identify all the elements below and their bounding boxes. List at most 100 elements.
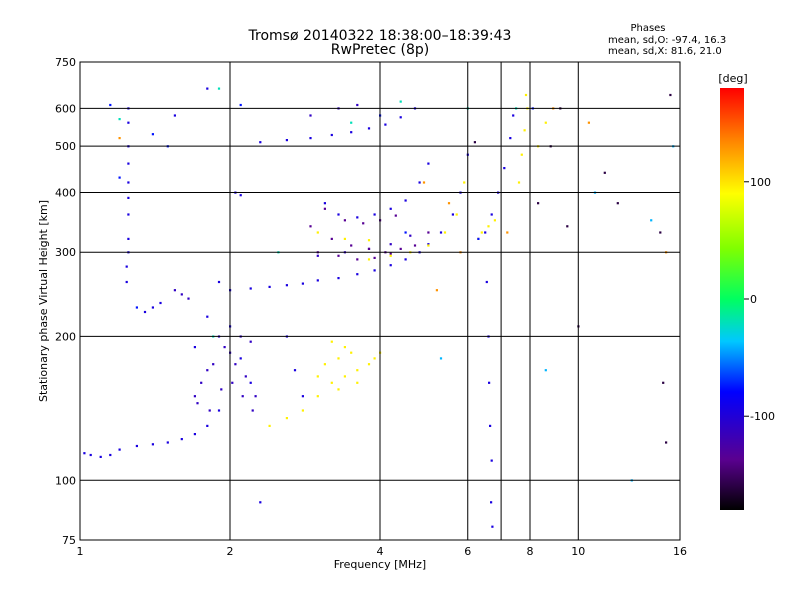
data-point (356, 258, 359, 261)
data-point (544, 121, 547, 124)
data-point (356, 216, 359, 219)
data-point (350, 131, 353, 134)
data-point (109, 103, 112, 107)
colorbar-ticks: 100 0 -100 (744, 176, 775, 423)
data-point (409, 234, 412, 237)
data-point (337, 357, 340, 360)
data-point (231, 381, 234, 384)
data-point (337, 254, 340, 257)
data-point (193, 433, 196, 436)
data-point (285, 417, 288, 420)
data-point (520, 153, 523, 156)
data-point (135, 444, 138, 448)
grid (79, 62, 681, 540)
data-point (251, 409, 254, 412)
data-point (127, 196, 130, 199)
data-point (399, 247, 402, 250)
data-point (616, 202, 619, 205)
data-point (268, 424, 271, 427)
colorbar-unit: [deg] (718, 72, 747, 85)
data-point (337, 213, 340, 216)
data-point (356, 273, 359, 276)
data-point (367, 258, 371, 261)
data-point (212, 363, 215, 366)
data-point (323, 207, 326, 210)
data-point (463, 181, 466, 184)
data-point (330, 133, 333, 137)
y-tick-label: 75 (62, 534, 76, 547)
data-point (234, 363, 237, 366)
data-point (389, 264, 392, 267)
data-point (524, 93, 528, 97)
data-point (389, 243, 392, 246)
data-point (316, 395, 319, 398)
data-point (343, 375, 346, 378)
data-point (220, 388, 223, 391)
data-point (244, 375, 247, 378)
data-point (127, 237, 130, 240)
data-point (455, 213, 458, 216)
data-point (330, 381, 333, 384)
data-point (316, 375, 319, 378)
data-point (404, 258, 407, 261)
data-point (665, 441, 668, 444)
data-point (206, 87, 209, 90)
data-point (127, 213, 130, 216)
y-tick-label: 600 (55, 102, 76, 115)
data-point (488, 381, 491, 384)
data-point (404, 199, 407, 202)
data-point (350, 244, 353, 247)
data-point (166, 441, 169, 444)
data-point (217, 87, 221, 90)
data-point (206, 369, 209, 372)
data-point (285, 284, 288, 287)
data-point (384, 123, 387, 126)
data-point (356, 103, 359, 107)
data-point (173, 114, 176, 117)
data-point (451, 213, 454, 216)
data-point (127, 181, 130, 184)
data-point (293, 369, 297, 372)
data-point (118, 137, 121, 140)
y-axis-label: Stationary phase Virtual Height [km] (37, 200, 50, 402)
y-tick-label: 200 (55, 330, 76, 343)
data-point (480, 231, 483, 234)
data-point (418, 181, 421, 184)
data-point (239, 103, 242, 107)
info-box: Phases mean, sd,O: -97.4, 16.3 mean, sd,… (608, 23, 726, 57)
data-point (343, 346, 346, 349)
y-tick-label: 100 (55, 474, 76, 487)
data-point (223, 346, 226, 349)
data-point (373, 269, 376, 272)
data-point (603, 171, 606, 174)
data-point (249, 381, 252, 384)
data-point (239, 194, 242, 197)
y-tick-label: 750 (55, 56, 76, 69)
x-axis-ticks: 1 2 4 6 8 10 16 (77, 545, 688, 558)
data-point (239, 357, 242, 360)
data-point (373, 256, 376, 259)
x-tick-label: 16 (673, 545, 687, 558)
data-point (669, 93, 672, 97)
data-point (206, 315, 209, 318)
data-point (217, 280, 221, 284)
data-point (350, 121, 353, 124)
data-point (350, 351, 353, 354)
data-point (337, 277, 340, 280)
x-tick-label: 2 (227, 545, 234, 558)
data-point (151, 306, 154, 309)
data-point (487, 225, 490, 228)
data-point (125, 280, 128, 284)
data-point (285, 139, 288, 142)
x-axis-label: Frequency [MHz] (334, 558, 426, 571)
data-point (362, 222, 365, 225)
data-point (443, 231, 447, 234)
data-point (180, 293, 183, 296)
data-point (367, 127, 371, 130)
data-point (259, 141, 262, 144)
data-point (356, 369, 359, 372)
plot-frame (79, 61, 681, 541)
colorbar-tick-label: 100 (750, 176, 771, 189)
data-point (367, 239, 371, 242)
